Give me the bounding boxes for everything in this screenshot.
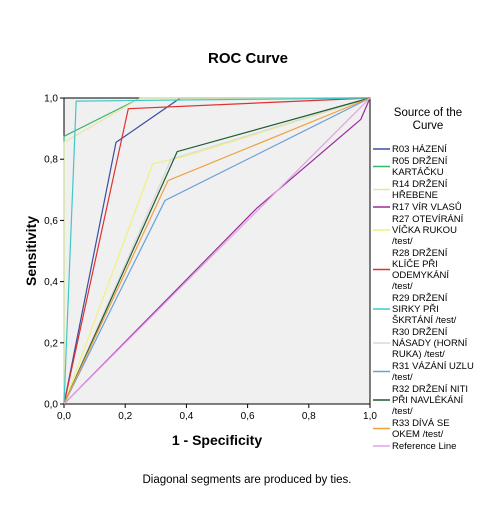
roc-line-12 [63, 97, 371, 405]
legend-label: R14 DRŽENÍ HŘEBENE [392, 179, 448, 201]
roc-line-7 [63, 97, 371, 405]
legend-label: R33 DÍVÁ SE OKEM /test/ [392, 418, 450, 440]
x-tick-label: 1,0 [363, 411, 377, 422]
legend-label: R31 VÁZÁNÍ UZLU/test/ [392, 361, 474, 383]
y-tick-label: 1,0 [44, 94, 58, 105]
roc-line-6 [63, 97, 371, 405]
y-tick-label: 0,2 [44, 338, 58, 349]
legend-item: R17 VÍR VLASŮ [373, 201, 462, 213]
y-axis-title: Sensitivity [23, 216, 39, 286]
legend-item: R05 DRŽENÍ KARTÁČKU [373, 156, 448, 178]
roc-line-9 [63, 97, 371, 405]
x-tick-label: 0,0 [57, 411, 71, 422]
x-axis-title: 1 - Specificity [172, 432, 262, 448]
legend-label: R17 VÍR VLASŮ [392, 201, 462, 213]
x-tick-label: 0,4 [179, 411, 193, 422]
y-tick-label: 0,8 [44, 155, 58, 166]
legend-label: R27 OTEVÍRÁNÍ VÍČKA RUKOU/test/ [392, 214, 464, 247]
legend-item: R31 VÁZÁNÍ UZLU/test/ [373, 361, 474, 383]
legend-label: R29 DRŽENÍ SIRKY PŘI ŠKRTÁNÍ /test/ [392, 293, 457, 326]
y-axis-ticks: 0,0 0,2 0,4 0,6 0,8 1,0 [44, 94, 64, 411]
y-tick-label: 0,0 [44, 400, 58, 411]
footnote: Diagonal segments are produced by ties. [142, 474, 351, 486]
roc-line-4 [63, 97, 371, 405]
roc-line-5 [63, 97, 371, 405]
legend-label: R32 DRŽENÍ NITI PŘI NAVLÉKÁNÍ/test/ [392, 384, 468, 417]
legend-label: Reference Line [392, 441, 456, 452]
legend-label: R30 DRŽENÍ NÁSADY (HORNÍ RUKA) /test/ [392, 327, 468, 360]
x-tick-label: 0,8 [302, 411, 316, 422]
roc-line-11 [63, 97, 371, 405]
legend-item: R28 DRŽENÍ KLÍČE PŘI ODEMYKÁNÍ/test/ [373, 248, 449, 292]
legend-item: R14 DRŽENÍ HŘEBENE [373, 179, 448, 201]
legend-title: Source of the [394, 107, 462, 119]
legend-item: R32 DRŽENÍ NITI PŘI NAVLÉKÁNÍ/test/ [373, 384, 468, 417]
legend-label: R05 DRŽENÍ KARTÁČKU [392, 156, 448, 178]
legend-label: R03 HÁZENÍ [392, 144, 447, 155]
legend-title: Curve [413, 120, 444, 132]
x-tick-label: 0,6 [241, 411, 255, 422]
legend-item: R30 DRŽENÍ NÁSADY (HORNÍ RUKA) /test/ [373, 327, 468, 360]
series-layer [63, 97, 371, 405]
legend-item: R27 OTEVÍRÁNÍ VÍČKA RUKOU/test/ [373, 214, 464, 247]
legend-item: R33 DÍVÁ SE OKEM /test/ [373, 418, 450, 440]
legend-label: R28 DRŽENÍ KLÍČE PŘI ODEMYKÁNÍ/test/ [392, 248, 449, 292]
roc-line-8 [63, 97, 371, 405]
legend-item: Reference Line [373, 441, 456, 452]
legend-item: R29 DRŽENÍ SIRKY PŘI ŠKRTÁNÍ /test/ [373, 293, 457, 326]
chart-title: ROC Curve [208, 50, 288, 67]
legend-item: R03 HÁZENÍ [373, 144, 447, 155]
y-tick-label: 0,6 [44, 216, 58, 227]
roc-line-3 [63, 97, 370, 404]
y-tick-label: 0,4 [44, 277, 58, 288]
x-tick-label: 0,2 [118, 411, 132, 422]
roc-line-10 [63, 97, 371, 405]
x-axis-ticks: 0,0 0,2 0,4 0,6 0,8 1,0 [57, 404, 377, 422]
